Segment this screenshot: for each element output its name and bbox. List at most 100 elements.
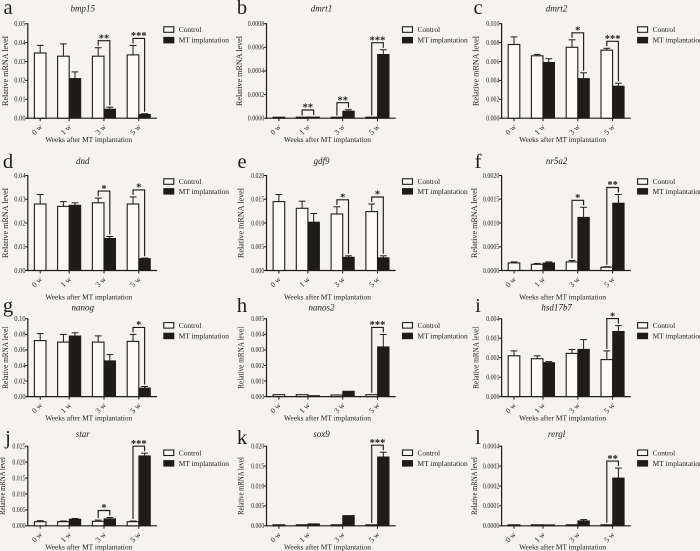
svg-text:Relative mRNA level: Relative mRNA level	[469, 457, 479, 515]
svg-text:0.0020: 0.0020	[483, 173, 500, 180]
svg-text:0.000: 0.000	[12, 523, 26, 530]
svg-text:0.0006: 0.0006	[248, 45, 265, 52]
svg-text:Control: Control	[179, 448, 202, 457]
svg-text:0.04: 0.04	[14, 40, 26, 47]
svg-text:***: ***	[370, 320, 386, 331]
svg-text:0.005: 0.005	[251, 244, 265, 251]
svg-text:a: a	[3, 0, 12, 19]
svg-text:0.002: 0.002	[486, 97, 500, 104]
svg-text:0.005: 0.005	[251, 316, 265, 323]
svg-text:0.010: 0.010	[12, 491, 26, 498]
svg-text:Relative mRNA level: Relative mRNA level	[1, 35, 10, 106]
svg-text:Relative mRNA level: Relative mRNA level	[1, 187, 10, 258]
svg-text:0.003: 0.003	[486, 336, 500, 343]
svg-text:0.020: 0.020	[251, 173, 265, 180]
svg-text:MT implantation: MT implantation	[653, 459, 700, 468]
svg-text:0.0004: 0.0004	[248, 68, 265, 75]
svg-text:*: *	[340, 193, 345, 204]
svg-text:0.000: 0.000	[486, 394, 500, 401]
svg-text:0.0000: 0.0000	[483, 268, 500, 275]
svg-text:Weeks after MT implantation: Weeks after MT implantation	[45, 293, 132, 302]
svg-text:0.025: 0.025	[12, 444, 26, 451]
svg-text:MT implantation: MT implantation	[179, 36, 229, 45]
svg-text:MT implantation: MT implantation	[179, 187, 229, 196]
svg-text:0.08: 0.08	[14, 332, 26, 339]
svg-text:Relative mRNA level: Relative mRNA level	[471, 326, 481, 389]
svg-text:0.0003: 0.0003	[483, 463, 500, 470]
svg-text:*: *	[375, 190, 380, 201]
svg-text:0.000: 0.000	[251, 394, 265, 401]
svg-text:**: **	[607, 180, 618, 191]
svg-text:Relative mRNA level: Relative mRNA level	[236, 457, 246, 515]
svg-text:0.0002: 0.0002	[248, 92, 265, 99]
svg-text:star: star	[76, 429, 91, 439]
svg-text:d: d	[3, 151, 13, 173]
svg-text:dmrt2: dmrt2	[546, 4, 568, 14]
svg-text:k: k	[237, 427, 248, 449]
svg-text:Control: Control	[653, 448, 676, 457]
svg-text:rergl: rergl	[548, 429, 566, 439]
svg-text:sox9: sox9	[313, 429, 330, 439]
svg-text:Relative mRNA level: Relative mRNA level	[236, 326, 246, 389]
svg-text:0.04: 0.04	[14, 363, 26, 370]
svg-text:0.010: 0.010	[251, 483, 265, 490]
svg-text:MT implantation: MT implantation	[653, 187, 700, 196]
svg-text:l: l	[475, 427, 481, 449]
svg-text:0.03: 0.03	[14, 59, 26, 66]
svg-text:0.02: 0.02	[14, 220, 26, 227]
svg-text:0.006: 0.006	[486, 59, 500, 66]
svg-text:Weeks after MT implantation: Weeks after MT implantation	[284, 543, 371, 551]
svg-text:Weeks after MT implantation: Weeks after MT implantation	[519, 414, 606, 423]
svg-text:g: g	[3, 295, 13, 317]
svg-text:0.00: 0.00	[14, 116, 26, 123]
svg-text:0.00: 0.00	[14, 268, 26, 275]
svg-text:**: **	[303, 103, 314, 114]
svg-text:Control: Control	[653, 177, 676, 186]
svg-text:0.015: 0.015	[251, 463, 265, 470]
svg-text:***: ***	[370, 35, 386, 46]
svg-text:*: *	[575, 26, 580, 37]
svg-text:0.010: 0.010	[251, 220, 265, 227]
svg-text:0.0000: 0.0000	[248, 116, 265, 123]
svg-text:***: ***	[131, 439, 147, 450]
svg-text:0.04: 0.04	[14, 173, 26, 180]
svg-text:b: b	[237, 0, 247, 19]
svg-text:i: i	[475, 295, 481, 317]
svg-text:0.03: 0.03	[14, 197, 26, 204]
svg-text:0.06: 0.06	[14, 347, 26, 354]
svg-text:Control: Control	[179, 321, 202, 330]
svg-text:0.001: 0.001	[486, 375, 499, 382]
svg-text:0.000: 0.000	[486, 116, 500, 123]
svg-text:Weeks after MT implantation: Weeks after MT implantation	[284, 414, 371, 423]
svg-text:0.000: 0.000	[251, 523, 265, 530]
svg-text:MT implantation: MT implantation	[418, 36, 468, 45]
svg-text:***: ***	[370, 438, 386, 449]
svg-text:0.002: 0.002	[486, 355, 500, 362]
svg-text:Relative mRNA level: Relative mRNA level	[236, 187, 245, 258]
svg-text:0.015: 0.015	[251, 197, 265, 204]
svg-text:Control: Control	[653, 321, 676, 330]
svg-text:Control: Control	[418, 321, 441, 330]
svg-text:bmp15: bmp15	[71, 4, 96, 14]
svg-text:Relative mRNA level: Relative mRNA level	[0, 326, 10, 389]
svg-text:0.010: 0.010	[486, 21, 500, 28]
svg-text:**: **	[607, 454, 618, 465]
svg-text:0.0002: 0.0002	[483, 483, 500, 490]
svg-text:Weeks after MT implantation: Weeks after MT implantation	[284, 293, 371, 302]
svg-text:0.005: 0.005	[12, 507, 26, 514]
svg-text:0.0010: 0.0010	[483, 220, 500, 227]
svg-text:Control: Control	[653, 25, 676, 34]
svg-text:Weeks after MT implantation: Weeks after MT implantation	[45, 414, 132, 423]
svg-text:***: ***	[131, 31, 147, 42]
svg-text:0.02: 0.02	[14, 378, 26, 385]
svg-text:0.002: 0.002	[251, 363, 265, 370]
svg-text:0.020: 0.020	[251, 444, 265, 451]
svg-text:*: *	[610, 311, 615, 322]
svg-text:Weeks after MT implantation: Weeks after MT implantation	[519, 135, 606, 144]
svg-text:*: *	[575, 193, 580, 204]
svg-text:0.003: 0.003	[251, 347, 265, 354]
svg-text:e: e	[237, 151, 246, 173]
svg-text:MT implantation: MT implantation	[418, 187, 468, 196]
svg-text:dnd: dnd	[76, 156, 90, 166]
svg-text:**: **	[99, 33, 110, 44]
